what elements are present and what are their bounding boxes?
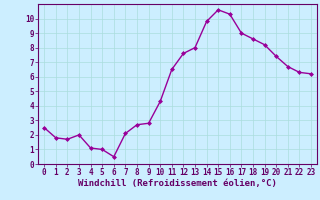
X-axis label: Windchill (Refroidissement éolien,°C): Windchill (Refroidissement éolien,°C) bbox=[78, 179, 277, 188]
